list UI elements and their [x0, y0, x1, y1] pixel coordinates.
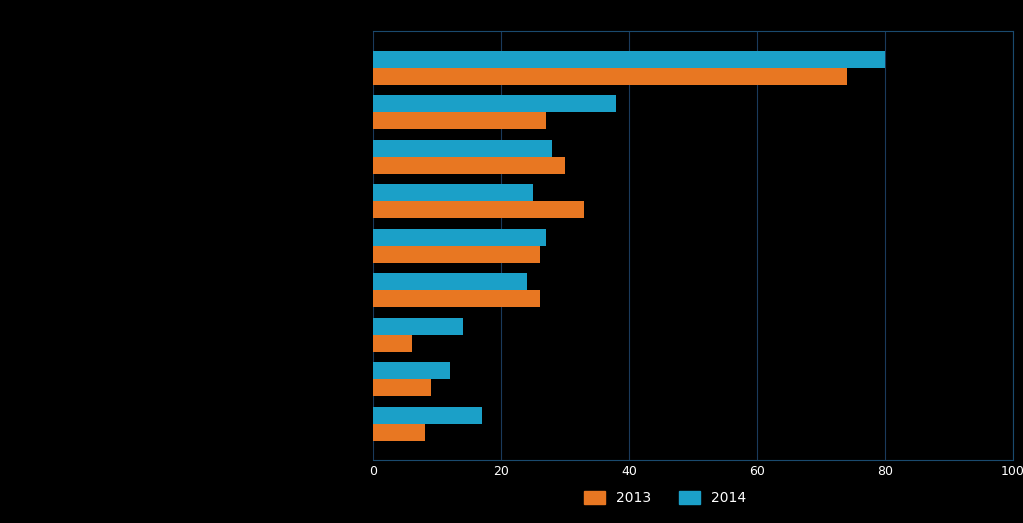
Bar: [373, 95, 616, 112]
Bar: [373, 424, 425, 441]
Bar: [373, 335, 411, 352]
Bar: [373, 68, 847, 85]
Bar: [373, 379, 431, 396]
Bar: [373, 157, 565, 174]
Bar: [373, 229, 546, 246]
Bar: [373, 274, 527, 290]
Bar: [373, 290, 540, 307]
Bar: [373, 407, 482, 424]
Bar: [373, 112, 546, 129]
Bar: [373, 51, 885, 68]
Legend: 2013, 2014: 2013, 2014: [578, 486, 752, 511]
Bar: [373, 246, 540, 263]
Bar: [373, 201, 584, 218]
Bar: [373, 185, 533, 201]
Bar: [373, 140, 552, 157]
Bar: [373, 362, 450, 379]
Bar: [373, 318, 462, 335]
